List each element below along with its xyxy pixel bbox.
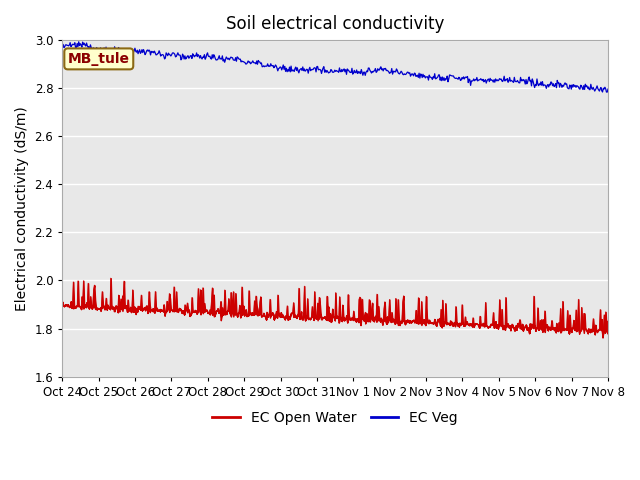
Legend: EC Open Water, EC Veg: EC Open Water, EC Veg (207, 405, 463, 430)
Text: MB_tule: MB_tule (68, 52, 130, 66)
Title: Soil electrical conductivity: Soil electrical conductivity (226, 15, 444, 33)
Y-axis label: Electrical conductivity (dS/m): Electrical conductivity (dS/m) (15, 106, 29, 311)
